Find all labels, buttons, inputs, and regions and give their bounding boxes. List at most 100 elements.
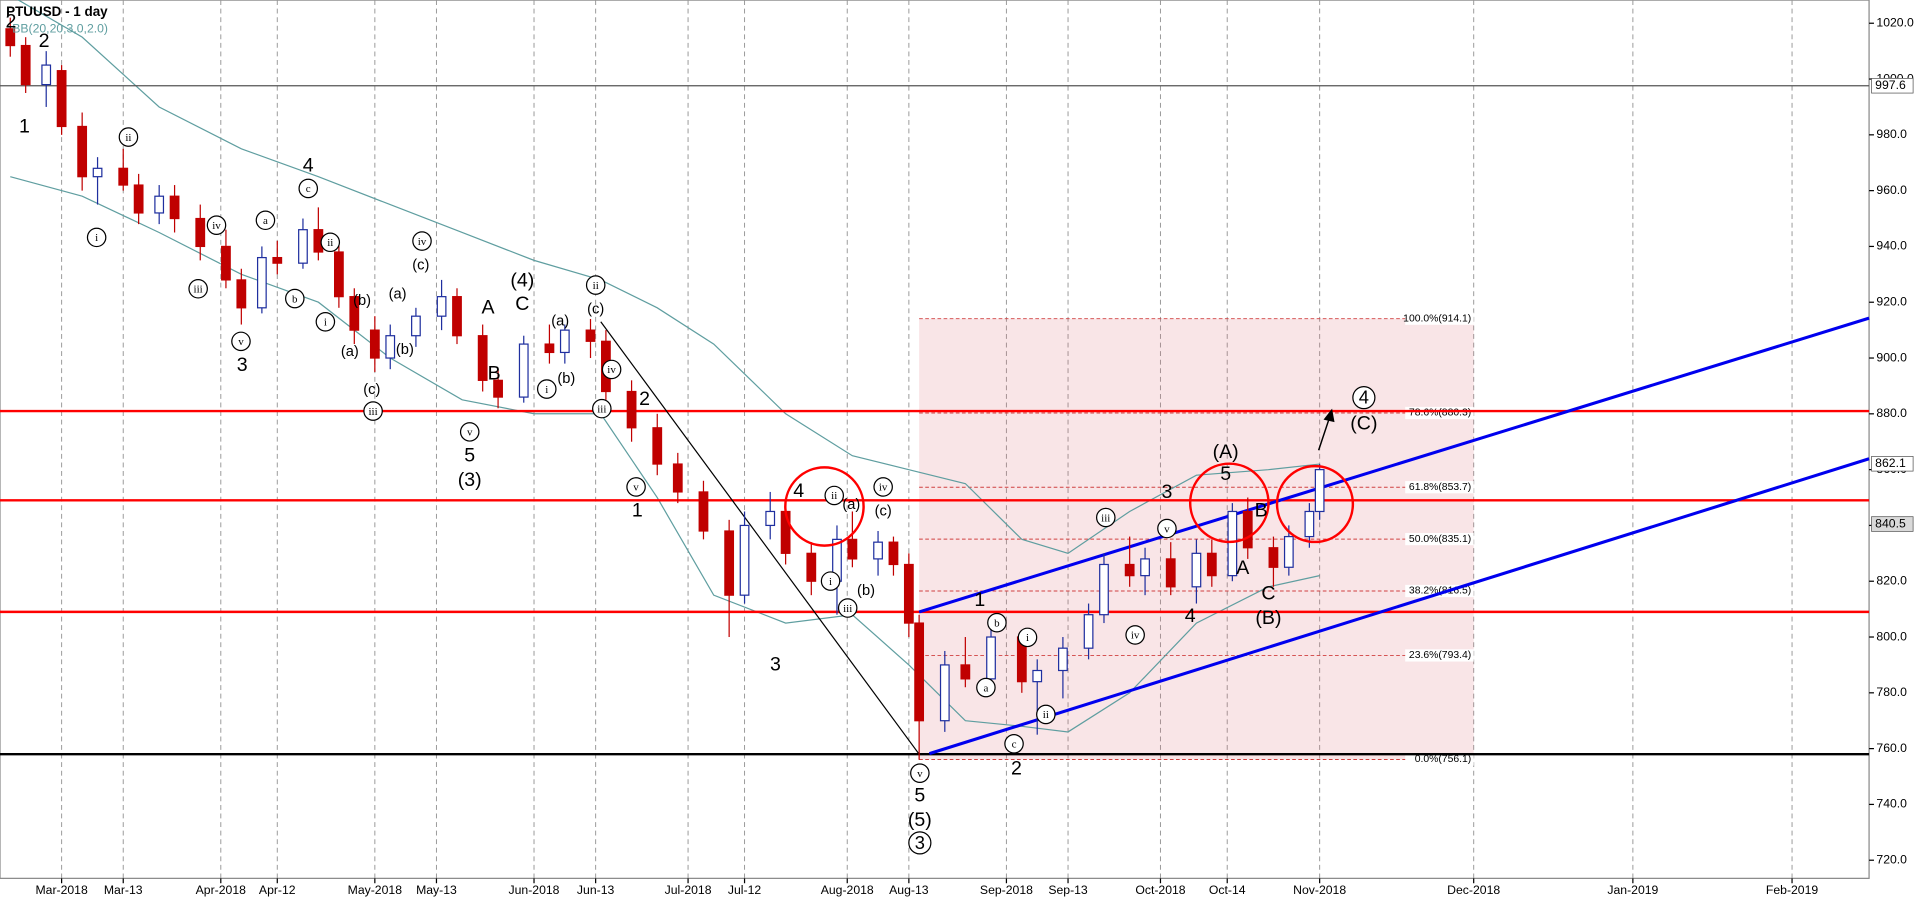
wave-label: (c) [587, 301, 604, 317]
fib-label: 23.6%(793.4) [1409, 650, 1471, 661]
candle-body [154, 195, 165, 214]
fib-label-bg [1405, 753, 1474, 766]
trend-line [918, 316, 1870, 614]
wave-circle [118, 127, 139, 147]
y-tick-label: 760.0 [1876, 741, 1907, 755]
x-tick-label: Jun-2018 [509, 883, 560, 897]
candle-body [1242, 510, 1253, 549]
wave-label: ii [1043, 709, 1049, 721]
wave-circle [255, 210, 276, 231]
wave-label: ii [593, 280, 599, 292]
x-tick-label: Jan-2019 [1607, 883, 1658, 897]
wave-circle [298, 178, 319, 199]
y-tick-label: 740.0 [1876, 797, 1907, 811]
candle-body [77, 125, 88, 178]
wave-label: iv [212, 220, 221, 232]
fib-label: 50.0%(835.1) [1409, 534, 1471, 545]
candle-body [544, 343, 555, 354]
trend-line [928, 457, 1870, 756]
candle-body [914, 622, 925, 722]
wave-label: iii [1101, 512, 1110, 524]
candle-body [1165, 558, 1176, 588]
wave-label: (c) [875, 503, 892, 519]
wave-circle [873, 477, 893, 497]
candle-body [698, 491, 709, 532]
wave-label: c [306, 183, 311, 195]
arrow-head [1323, 408, 1335, 423]
candle-body [195, 217, 206, 248]
x-tick-label: Apr-2018 [196, 883, 246, 897]
price-label: 862.1 [1875, 456, 1906, 470]
wave-circle [86, 227, 107, 248]
wave-label: a [263, 215, 268, 227]
candle-body [236, 279, 247, 309]
wave-label: 5 [464, 445, 475, 467]
wave-label: b [994, 617, 1000, 629]
x-tick-label: Apr-12 [259, 883, 296, 897]
wave-circle [412, 231, 432, 251]
y-tick-label: 960.0 [1876, 183, 1907, 197]
x-tick-label: Dec-2018 [1447, 883, 1500, 897]
wave-circle [1125, 625, 1145, 645]
chart-title: PTUUSD - 1 day [6, 4, 108, 19]
wave-label: v [238, 336, 244, 348]
wave-label: iii [597, 403, 606, 415]
price-label: 997.6 [1875, 78, 1906, 92]
wave-circle [837, 598, 858, 618]
candle-body [1283, 535, 1294, 568]
candle-body [56, 70, 67, 128]
y-tick-label: 940.0 [1876, 239, 1907, 253]
candle-body [1191, 552, 1202, 588]
candle-body [559, 329, 570, 354]
wave-label: 1 [632, 500, 643, 522]
wave-label: i [545, 384, 548, 396]
fib-label-bg [1405, 649, 1474, 662]
candle-body [349, 296, 360, 331]
wave-label: A [482, 297, 496, 319]
wave-label: a [983, 682, 988, 694]
wave-label: v [1164, 523, 1170, 535]
candle-body [780, 510, 791, 554]
x-tick-label: Mar-13 [104, 883, 143, 897]
wave-circle [976, 677, 996, 698]
wave-label: ii [831, 490, 837, 502]
wave-circle [1004, 734, 1024, 754]
wave-circle [206, 215, 227, 235]
y-tick-label: 980.0 [1876, 127, 1907, 141]
wave-label: 5 [914, 785, 925, 807]
wave-label: (A) [1213, 441, 1239, 463]
candle-body [1032, 669, 1043, 683]
y-tick-label: 800.0 [1876, 629, 1907, 643]
wave-circle [592, 398, 612, 419]
wave-circle [363, 401, 383, 421]
candle-body [672, 463, 683, 493]
candle-body [1124, 563, 1135, 577]
wave-label: b [292, 293, 298, 305]
wave-label: c [1012, 739, 1017, 751]
wave-label: iv [1131, 630, 1140, 642]
wave-label: A [1236, 557, 1250, 579]
candle-body [411, 315, 421, 337]
wave-label: 3 [1162, 481, 1173, 503]
candle-body [385, 335, 396, 359]
candle-body [477, 335, 488, 381]
wave-circle [231, 331, 251, 352]
fib-label: 61.8%(853.7) [1409, 482, 1471, 493]
candle-body [369, 329, 380, 359]
candle-body [334, 251, 344, 298]
wave-circle [908, 831, 932, 855]
candle-body [765, 510, 776, 527]
y-tick-label: 820.0 [1876, 573, 1907, 587]
candle-body [724, 530, 735, 596]
x-tick-label: Jul-2018 [665, 883, 712, 897]
candle-body [873, 541, 883, 560]
candle-body [903, 563, 914, 624]
x-tick-label: Oct-14 [1209, 883, 1246, 897]
candle-body [20, 44, 31, 86]
candle-body [5, 28, 16, 47]
wave-label: iii [194, 284, 203, 296]
fib-label: 100.0%(914.1) [1403, 313, 1471, 324]
wave-label: v [917, 768, 923, 780]
wave-label: (c) [412, 257, 429, 273]
